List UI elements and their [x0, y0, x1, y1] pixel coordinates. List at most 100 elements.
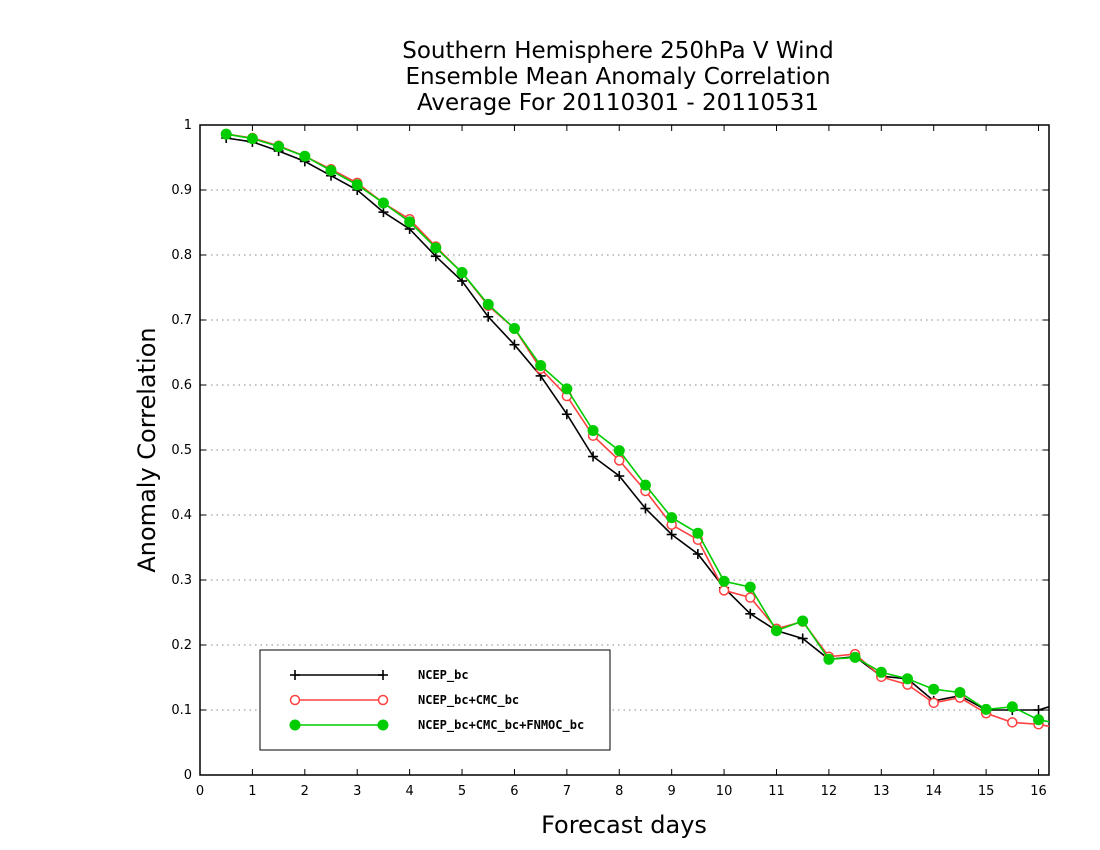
- data-point: [980, 703, 992, 715]
- y-tick-label: 0.3: [171, 573, 192, 588]
- data-point: [640, 503, 651, 514]
- data-point: [770, 625, 782, 637]
- data-point: [614, 455, 625, 466]
- legend-marker: [289, 719, 301, 731]
- chart-title-line-1: Southern Hemisphere 250hPa V Wind: [402, 38, 833, 64]
- data-point: [744, 581, 756, 593]
- y-tick-label: 0.2: [171, 638, 192, 653]
- data-point: [718, 575, 730, 587]
- x-tick-label: 9: [668, 784, 676, 799]
- data-point: [718, 585, 730, 596]
- data-point: [378, 207, 389, 218]
- x-tick-label: 1: [248, 784, 256, 799]
- series-line: [226, 133, 1050, 723]
- data-point: [745, 592, 756, 603]
- data-point: [639, 479, 651, 491]
- data-point: [1006, 701, 1018, 713]
- data-point: [745, 608, 756, 619]
- data-point: [902, 673, 913, 685]
- data-point: [692, 527, 704, 539]
- chart-title-line-2: Ensemble Mean Anomaly Correlation: [405, 64, 830, 90]
- legend-label: NCEP_bc+CMC_bc+FNMOC_bc: [418, 718, 584, 733]
- data-point: [351, 179, 363, 191]
- data-point: [666, 529, 677, 540]
- x-axis-ticks: 0 1 2 3 4 5 6 7 8 9 10 11 12 13 14 15 16: [196, 125, 1047, 799]
- data-point: [954, 686, 966, 698]
- y-tick-label: 0.6: [171, 378, 192, 393]
- data-point: [823, 653, 835, 665]
- data-point: [246, 133, 258, 145]
- x-tick-label: 0: [196, 784, 204, 799]
- legend-entry: NCEP_bc+CMC_bc: [289, 693, 519, 708]
- legend-label: NCEP_bc+CMC_bc: [418, 693, 519, 708]
- y-tick-label: 0.4: [171, 508, 192, 523]
- data-point: [483, 311, 494, 322]
- y-tick-label: 1: [184, 118, 192, 133]
- x-tick-label: 8: [615, 784, 623, 799]
- data-point: [325, 165, 337, 176]
- data-point: [535, 360, 547, 371]
- legend-marker: [289, 694, 301, 706]
- data-point: [377, 197, 389, 209]
- y-tick-label: 0.8: [171, 248, 192, 263]
- x-tick-label: 15: [978, 784, 995, 799]
- data-point: [404, 216, 416, 228]
- y-tick-label: 0.1: [171, 703, 192, 718]
- x-tick-label: 6: [510, 784, 518, 799]
- data-point: [299, 150, 311, 162]
- series-2: [220, 128, 1050, 730]
- y-tick-label: 0.7: [171, 313, 192, 328]
- data-point: [587, 425, 599, 436]
- legend-marker: [378, 670, 388, 680]
- legend-entry: NCEP_bc+CMC_bc+FNMOC_bc: [289, 718, 584, 733]
- legend-marker: [377, 694, 389, 706]
- y-axis-label: Anomaly Correlation: [133, 327, 161, 572]
- x-tick-label: 7: [563, 784, 571, 799]
- data-point: [666, 512, 678, 524]
- data-point: [482, 298, 494, 310]
- chart-title: Southern Hemisphere 250hPa V WindEnsembl…: [402, 38, 833, 116]
- x-tick-label: 13: [873, 784, 890, 799]
- series-line: [226, 137, 1050, 711]
- data-point: [273, 140, 285, 152]
- x-tick-label: 3: [353, 784, 361, 799]
- x-tick-label: 4: [405, 784, 413, 799]
- series-line: [226, 133, 1050, 728]
- chart-title-line-3: Average For 20110301 - 20110531: [417, 90, 819, 116]
- data-point: [561, 383, 573, 395]
- legend-marker: [290, 670, 300, 680]
- data-point: [509, 339, 520, 350]
- y-tick-label: 0.5: [171, 443, 192, 458]
- series-lines: [220, 128, 1050, 730]
- x-axis-label: Forecast days: [541, 811, 707, 839]
- x-tick-label: 16: [1030, 784, 1047, 799]
- series-1: [221, 133, 1050, 715]
- y-tick-label: 0.9: [171, 183, 192, 198]
- y-tick-label: 0: [184, 768, 192, 783]
- data-point: [508, 322, 520, 334]
- data-point: [1033, 705, 1044, 715]
- x-tick-label: 12: [821, 784, 838, 799]
- data-point: [614, 471, 625, 481]
- data-point: [849, 651, 861, 663]
- data-point: [797, 615, 809, 627]
- data-point: [561, 409, 572, 420]
- x-tick-label: 2: [301, 784, 309, 799]
- data-point: [928, 683, 940, 695]
- data-point: [875, 666, 887, 678]
- legend-label: NCEP_bc: [418, 668, 469, 683]
- x-tick-label: 11: [768, 784, 785, 799]
- data-point: [1007, 717, 1018, 728]
- data-point: [613, 445, 625, 457]
- x-tick-label: 5: [458, 784, 466, 799]
- x-tick-label: 14: [925, 784, 942, 799]
- data-point: [928, 697, 939, 709]
- data-point: [797, 633, 808, 644]
- data-point: [1033, 714, 1045, 726]
- data-point: [692, 549, 703, 559]
- data-point: [456, 267, 468, 279]
- legend-entry: NCEP_bc: [290, 668, 469, 683]
- series-3: [220, 128, 1050, 726]
- legend: NCEP_bc NCEP_bc+CMC_bc NCEP_bc+CMC_bc+FNMO…: [259, 649, 611, 751]
